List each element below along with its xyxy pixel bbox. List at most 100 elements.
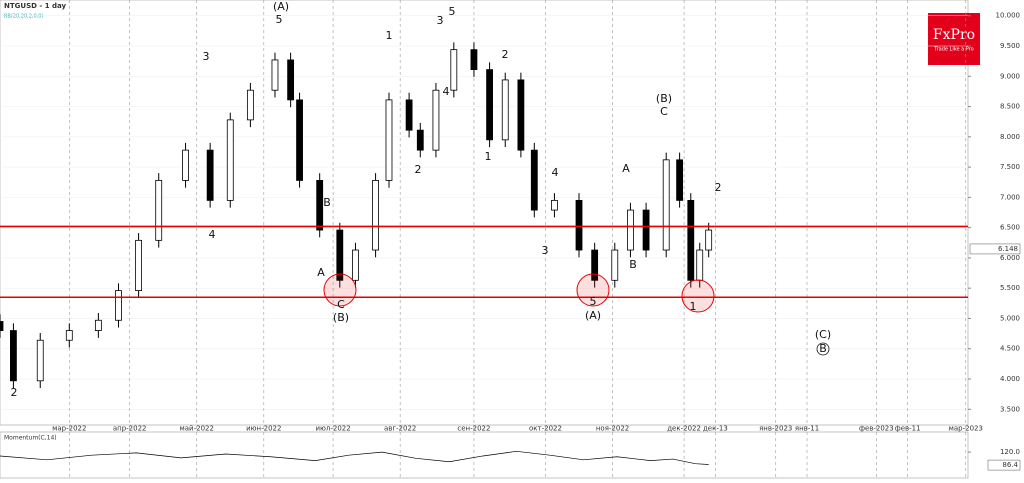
y-tick-label: 8.000 [1000, 133, 1020, 141]
y-tick-label: 7.500 [1000, 163, 1020, 171]
momentum-title: Momentum(C,14) [4, 435, 57, 442]
candle-body [642, 209, 650, 251]
highlight-circle [323, 273, 357, 307]
wave-circle [816, 342, 830, 356]
logo-tagline: Trade Like a Pro [933, 47, 973, 53]
candle-body [687, 199, 695, 281]
y-tick-label: 9.000 [1000, 72, 1020, 80]
wave-label: 5 [276, 13, 283, 26]
candle-body [405, 99, 413, 131]
candle-body [155, 180, 163, 241]
wave-label: (A) [585, 309, 601, 322]
wave-label: B [819, 342, 827, 355]
candle-body [551, 199, 558, 211]
price-label: 6.148 [998, 245, 1018, 253]
chart-title: NTGUSD - 1 day [4, 2, 67, 10]
x-tick-label: дек-2022 [667, 425, 701, 433]
candle-body [336, 229, 344, 281]
candle-body [10, 330, 17, 382]
candle-body [135, 239, 143, 291]
y-tick-label: 7.000 [1000, 193, 1020, 201]
candle-body [94, 319, 102, 331]
y-tick-label: 6.500 [1000, 224, 1020, 232]
y-tick-label: 6.000 [1000, 254, 1020, 262]
wave-label: 5 [449, 5, 456, 18]
x-tick-label: авг-2022 [384, 425, 416, 433]
wave-label: (B) [333, 311, 349, 324]
candle-body [517, 79, 525, 151]
candle-body [352, 249, 359, 281]
candle-body [486, 69, 493, 141]
y-tick-label: 4.000 [1000, 375, 1020, 383]
wave-label: 4 [443, 85, 450, 98]
y-tick-label: 10.000 [996, 12, 1021, 20]
wave-label: A [317, 266, 325, 279]
candle-body [372, 180, 379, 251]
y-tick-label: 4.500 [1000, 345, 1020, 353]
indicator-label: BB(20,20,2,0,0) [4, 14, 43, 20]
candle-body [530, 149, 538, 211]
x-tick-label: июн-2022 [246, 425, 281, 433]
y-tick-label: 8.500 [1000, 103, 1020, 111]
candle-body [575, 199, 583, 251]
logo-box [928, 13, 980, 65]
wave-label: 3 [542, 244, 549, 257]
wave-label: B [629, 258, 637, 271]
candle-body [662, 159, 670, 251]
wave-label: 3 [437, 14, 444, 27]
candle-body [287, 59, 295, 101]
candle-body [627, 209, 634, 251]
candle-body [676, 159, 684, 201]
wave-label: A [622, 162, 630, 175]
candle-body [611, 249, 619, 281]
candle-body [36, 339, 44, 382]
candle-body [416, 129, 424, 151]
wave-label: C [337, 298, 345, 311]
y-tick-label: 120.0 [1000, 448, 1020, 456]
wave-label: 2 [715, 181, 722, 194]
wave-label: B [323, 196, 331, 209]
x-tick-label: янв-11 [795, 425, 819, 433]
x-tick-label: янв-2023 [759, 425, 792, 433]
wave-label: (B) [656, 92, 672, 105]
momentum-box [987, 459, 1021, 471]
wave-label: 1 [690, 300, 697, 313]
y-tick-label: 5.500 [1000, 284, 1020, 292]
price-panel [0, 0, 969, 426]
wave-label: (A) [273, 0, 289, 13]
candle-body [206, 149, 214, 201]
y-tick-label: 5.000 [1000, 314, 1020, 322]
y-tick-label: 9.500 [1000, 42, 1020, 50]
wave-label: 4 [552, 166, 559, 179]
wave-label: 2 [415, 163, 422, 176]
candle-body [115, 290, 122, 321]
candle-body [271, 59, 279, 91]
candle-body [470, 49, 478, 71]
x-tick-label: ноя-2022 [596, 425, 629, 433]
momentum-panel [0, 431, 969, 479]
candle-body [296, 99, 303, 181]
candle-body [182, 149, 189, 181]
candle-body [65, 330, 73, 341]
wave-label: 1 [386, 29, 393, 42]
candle-body [316, 180, 324, 231]
highlight-circle [681, 279, 715, 313]
x-tick-label: мар-2022 [52, 425, 86, 433]
momentum-label: 86.4 [1002, 461, 1018, 469]
x-tick-label: окт-2022 [529, 425, 562, 433]
wave-label: (C) [815, 328, 831, 341]
wave-label: 2 [502, 48, 509, 61]
candle-body [0, 321, 4, 331]
wave-label: C [660, 105, 668, 118]
candle-body [591, 249, 599, 281]
price-box [969, 243, 1021, 255]
wave-label: 3 [203, 50, 210, 63]
logo-brand: FxPro [933, 27, 975, 43]
candle-body [705, 229, 713, 251]
x-tick-label: май-2022 [179, 425, 213, 433]
x-tick-label: фев-11 [895, 425, 921, 433]
x-tick-label: апр-2022 [113, 425, 147, 433]
x-tick-label: фев-2023 [859, 425, 894, 433]
candle-body [501, 79, 509, 141]
